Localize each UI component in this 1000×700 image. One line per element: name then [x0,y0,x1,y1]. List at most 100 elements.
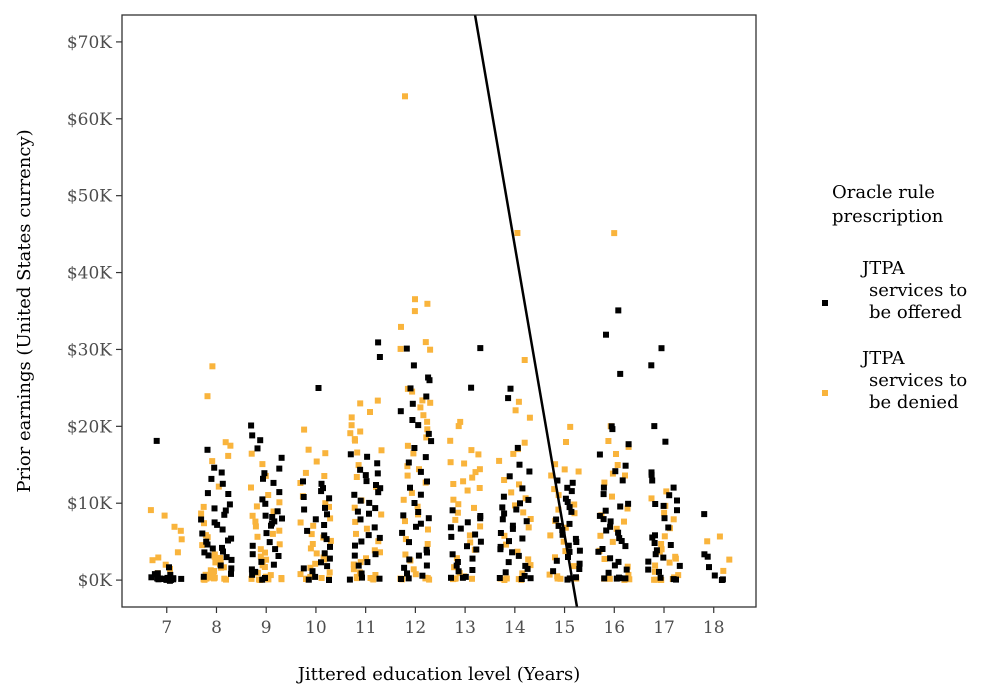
point-offered-edu16-35 [616,575,623,582]
point-denied-edu16-13 [613,525,620,532]
point-offered-edu17-7 [670,484,677,491]
point-offered-edu11-31 [346,576,353,583]
point-offered-edu8-5 [204,490,211,497]
point-denied-edu7-0 [147,507,154,514]
point-offered-edu14-24 [505,559,512,566]
point-denied-edu17-0 [663,488,670,495]
legend-label-offered-line-2: services to [869,280,967,301]
point-offered-edu17-17 [651,540,658,546]
point-offered-edu10-2 [318,480,325,487]
point-offered-edu18-2 [704,553,711,560]
point-offered-edu14-26 [524,565,531,572]
point-offered-edu8-27 [217,562,224,569]
point-offered-edu9-29 [249,571,256,578]
point-denied-edu16-9 [609,493,615,500]
point-denied-edu13-1 [455,423,462,430]
point-offered-edu17-0 [658,345,665,352]
point-offered-edu8-8 [211,505,218,512]
point-denied-edu10-4 [302,469,309,476]
point-offered-edu17-5 [648,471,655,478]
point-denied-edu9-16 [262,549,268,556]
point-offered-edu14-17 [497,530,504,536]
point-offered-edu13-5 [464,519,471,526]
point-denied-edu10-21 [312,560,319,567]
point-offered-edu16-15 [596,512,603,519]
point-denied-edu7-8 [162,561,169,568]
point-offered-edu10-15 [327,543,333,550]
point-offered-edu15-3 [568,488,575,495]
point-denied-edu11-23 [363,555,369,562]
point-denied-edu9-6 [253,503,260,510]
point-offered-edu10-6 [326,495,333,502]
point-denied-edu17-13 [652,562,659,569]
point-offered-edu16-24 [599,546,606,552]
point-offered-edu14-27 [502,569,509,576]
point-denied-edu14-21 [527,562,534,569]
legend-label-denied-line-3: be denied [869,392,959,413]
point-offered-edu16-2 [617,370,624,377]
point-denied-edu9-28 [265,576,272,583]
point-denied-edu14-18 [503,541,509,548]
point-offered-edu10-10 [312,516,319,523]
point-denied-edu12-15 [424,426,431,433]
point-offered-edu9-23 [249,551,256,558]
point-denied-edu16-15 [609,538,616,545]
x-tick-label-11: 11 [355,618,377,638]
point-denied-edu9-15 [257,546,264,553]
point-offered-edu15-5 [564,499,571,505]
point-denied-edu9-17 [257,553,264,560]
point-denied-edu11-18 [363,525,370,532]
point-offered-edu17-28 [670,576,677,583]
point-offered-edu17-21 [660,554,667,561]
point-offered-edu9-10 [259,496,266,503]
point-denied-edu9-12 [269,530,276,537]
point-offered-edu15-16 [576,547,583,554]
point-offered-edu14-7 [500,493,507,500]
point-offered-edu9-13 [262,512,269,519]
point-denied-edu7-7 [149,557,156,564]
point-denied-edu8-14 [211,553,218,560]
point-offered-edu11-19 [371,524,378,531]
point-denied-edu11-21 [371,547,378,554]
point-offered-edu14-15 [509,522,516,529]
point-denied-edu11-26 [350,566,357,573]
legend-title-line-1: Oracle rule [832,182,935,203]
point-offered-edu9-5 [276,465,283,472]
point-denied-edu12-31 [402,551,409,558]
point-offered-edu9-28 [252,568,259,575]
point-offered-edu10-0 [315,385,322,391]
point-denied-edu9-5 [276,499,283,506]
point-offered-edu13-12 [473,546,480,553]
point-denied-edu17-11 [672,555,679,562]
point-offered-edu16-19 [603,527,610,534]
point-offered-edu12-21 [400,512,407,519]
point-offered-edu12-7 [397,408,404,415]
point-denied-edu9-18 [263,556,270,563]
point-offered-edu13-0 [477,345,484,352]
point-offered-edu18-1 [701,551,708,558]
point-offered-edu14-2 [514,444,521,451]
x-tick-label-10: 10 [305,618,327,638]
point-offered-edu11-17 [366,510,372,517]
point-offered-edu9-4 [278,454,285,461]
point-denied-edu8-8 [198,510,205,517]
point-offered-edu17-26 [657,574,664,581]
point-offered-edu16-1 [603,331,609,338]
point-offered-edu14-12 [501,510,508,517]
point-denied-edu16-19 [625,571,632,578]
point-offered-edu12-23 [417,520,424,527]
point-denied-edu7-4 [178,536,185,543]
point-offered-edu11-23 [352,542,358,549]
point-offered-edu8-15 [199,530,206,537]
point-offered-edu9-18 [268,522,274,529]
point-offered-edu17-8 [666,492,673,499]
point-offered-edu8-25 [223,554,230,561]
point-denied-edu12-1 [412,296,418,303]
point-denied-edu16-17 [601,556,608,562]
point-denied-edu8-3 [227,442,234,449]
y-tick-label-4: $40K [67,264,112,284]
point-offered-edu7-17 [157,575,164,582]
y-tick-label-5: $50K [67,187,112,207]
point-denied-edu17-15 [675,572,682,579]
